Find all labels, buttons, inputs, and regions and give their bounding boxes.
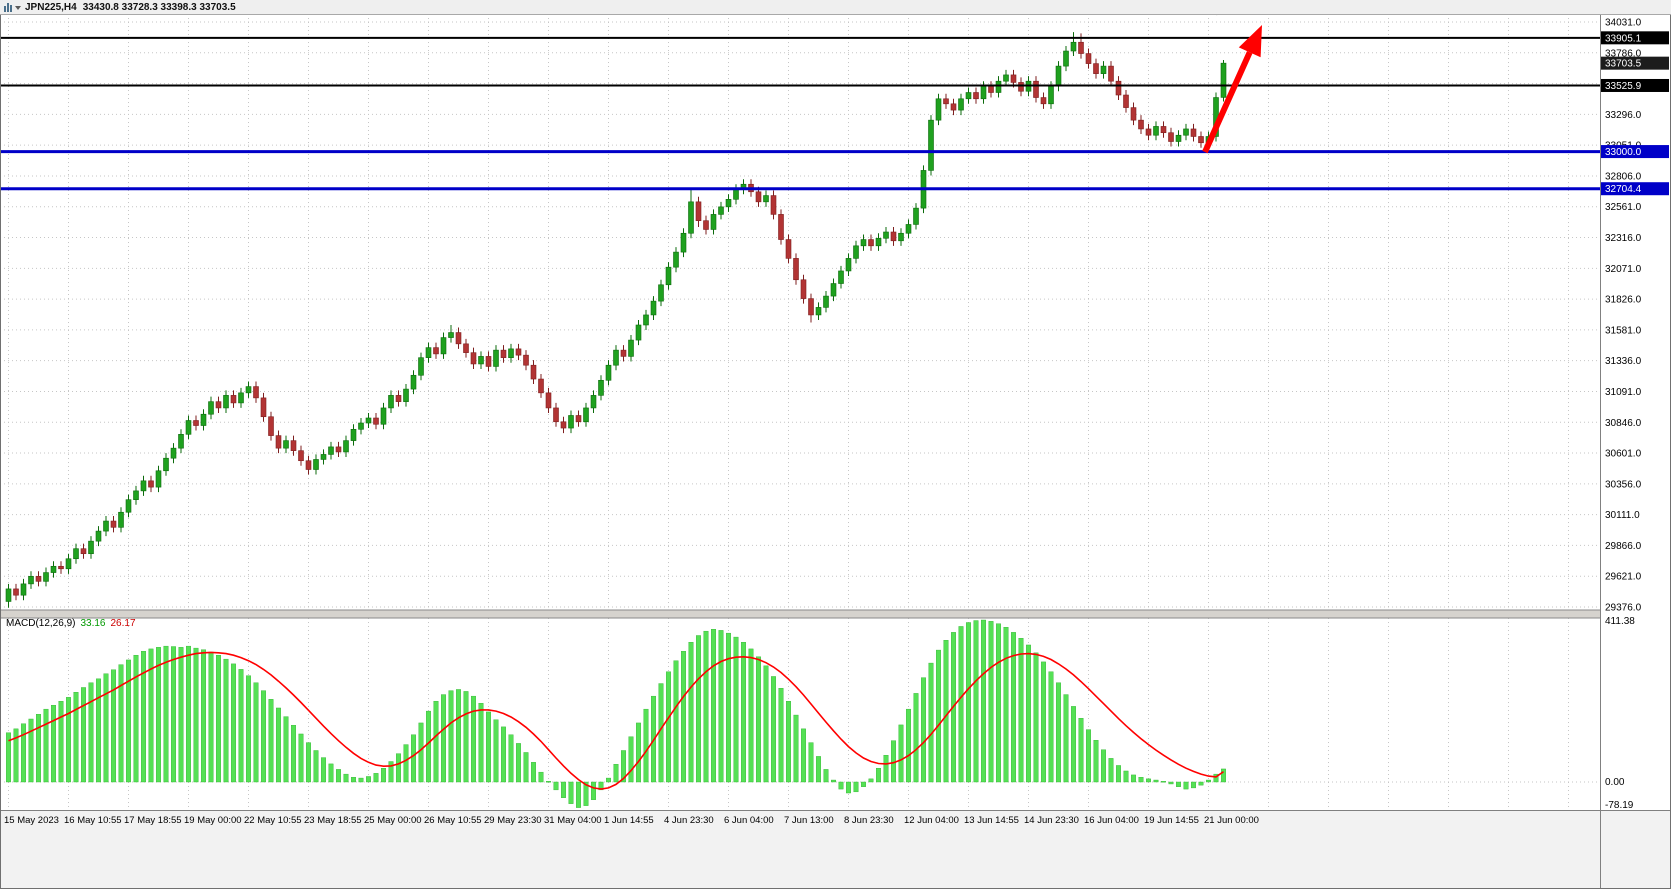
svg-text:32071.0: 32071.0 [1605, 264, 1642, 275]
svg-text:30111.0: 30111.0 [1605, 510, 1640, 521]
price-badge-33525.9 [1601, 78, 1669, 92]
svg-text:14 Jun 23:30: 14 Jun 23:30 [1024, 815, 1079, 826]
macd-histogram [6, 619, 1226, 808]
svg-text:19 May 00:00: 19 May 00:00 [184, 815, 242, 826]
svg-text:7 Jun 13:00: 7 Jun 13:00 [784, 815, 834, 826]
svg-text:1 Jun 14:55: 1 Jun 14:55 [604, 815, 654, 826]
svg-text:15 May 2023: 15 May 2023 [4, 815, 59, 826]
svg-text:19 Jun 14:55: 19 Jun 14:55 [1144, 815, 1199, 826]
svg-text:33296.0: 33296.0 [1605, 110, 1642, 121]
price-badge-33703.5 [1601, 56, 1669, 70]
svg-text:29621.0: 29621.0 [1605, 572, 1642, 583]
chart-header: JPN225,H4 33430.8 33728.3 33398.3 33703.… [0, 0, 1671, 15]
svg-text:31581.0: 31581.0 [1605, 325, 1642, 336]
svg-text:32316.0: 32316.0 [1605, 233, 1642, 244]
svg-text:22 May 10:55: 22 May 10:55 [244, 815, 302, 826]
macd-signal-line [8, 651, 1224, 790]
time-axis-strip[interactable] [0, 810, 1671, 889]
price-axis-strip[interactable] [1601, 14, 1671, 810]
svg-text:21 Jun 00:00: 21 Jun 00:00 [1204, 815, 1259, 826]
svg-text:29 May 23:30: 29 May 23:30 [484, 815, 542, 826]
svg-text:33786.0: 33786.0 [1605, 48, 1642, 59]
horizontal-lines[interactable] [0, 36, 1600, 191]
svg-text:8 Jun 23:30: 8 Jun 23:30 [844, 815, 894, 826]
svg-text:31826.0: 31826.0 [1605, 295, 1642, 306]
svg-text:16 Jun 04:00: 16 Jun 04:00 [1084, 815, 1139, 826]
price-badge-33905.1 [1601, 31, 1669, 45]
trend-arrow-annotation[interactable] [1202, 25, 1262, 154]
macd-main-value: 33.16 [80, 618, 106, 629]
svg-text:33703.5: 33703.5 [1605, 59, 1642, 70]
macd-signal-value: 26.17 [110, 618, 136, 629]
svg-text:32806.0: 32806.0 [1605, 171, 1642, 182]
svg-text:34031.0: 34031.0 [1605, 18, 1642, 29]
svg-text:29866.0: 29866.0 [1605, 541, 1642, 552]
svg-text:17 May 18:55: 17 May 18:55 [124, 815, 182, 826]
svg-text:25 May 00:00: 25 May 00:00 [364, 815, 422, 826]
svg-text:0.00: 0.00 [1605, 777, 1625, 788]
svg-text:30356.0: 30356.0 [1605, 479, 1642, 490]
svg-text:4 Jun 23:30: 4 Jun 23:30 [664, 815, 714, 826]
svg-text:33000.0: 33000.0 [1605, 147, 1642, 158]
price-axis-labels: 34031.033786.033541.033296.033051.032806… [1605, 18, 1642, 614]
svg-text:32561.0: 32561.0 [1605, 202, 1642, 213]
svg-text:31091.0: 31091.0 [1605, 387, 1642, 398]
pane-separator[interactable] [0, 609, 1671, 619]
price-grid [0, 21, 1600, 608]
svg-text:29376.0: 29376.0 [1605, 603, 1642, 614]
macd-name-label: MACD(12,26,9) [6, 618, 76, 629]
macd-axis-labels: 411.38 0.00 -78.19 [1605, 616, 1635, 811]
svg-text:33905.1: 33905.1 [1605, 33, 1642, 44]
price-badges: 33905.1 33703.5 33525.9 33000.0 32704.4 [1601, 31, 1669, 196]
svg-text:6 Jun 04:00: 6 Jun 04:00 [724, 815, 774, 826]
svg-text:31 May 04:00: 31 May 04:00 [544, 815, 602, 826]
svg-text:30846.0: 30846.0 [1605, 418, 1642, 429]
svg-text:13 Jun 14:55: 13 Jun 14:55 [964, 815, 1019, 826]
svg-text:31336.0: 31336.0 [1605, 356, 1642, 367]
price-badge-32704.4 [1601, 182, 1669, 196]
ohlc-values-label: 33430.8 33728.3 33398.3 33703.5 [82, 1, 236, 13]
svg-text:33525.9: 33525.9 [1605, 81, 1642, 92]
svg-text:16 May 10:55: 16 May 10:55 [64, 815, 122, 826]
price-badge-33000 [1601, 145, 1669, 159]
svg-text:-78.19: -78.19 [1605, 800, 1634, 811]
symbol-timeframe-label: JPN225,H4 [25, 1, 77, 13]
svg-text:411.38: 411.38 [1605, 616, 1635, 627]
chevron-down-icon [15, 5, 21, 10]
svg-text:12 Jun 04:00: 12 Jun 04:00 [904, 815, 959, 826]
svg-text:23 May 18:55: 23 May 18:55 [304, 815, 362, 826]
time-axis-labels: 15 May 2023 16 May 10:55 17 May 18:55 19 Ma… [4, 815, 1259, 826]
chart-type-icon [4, 2, 21, 12]
macd-indicator-label: MACD(12,26,9) 33.16 26.17 [6, 618, 136, 629]
svg-text:32704.4: 32704.4 [1605, 184, 1642, 195]
svg-text:30601.0: 30601.0 [1605, 449, 1642, 460]
svg-text:26 May 10:55: 26 May 10:55 [424, 815, 482, 826]
